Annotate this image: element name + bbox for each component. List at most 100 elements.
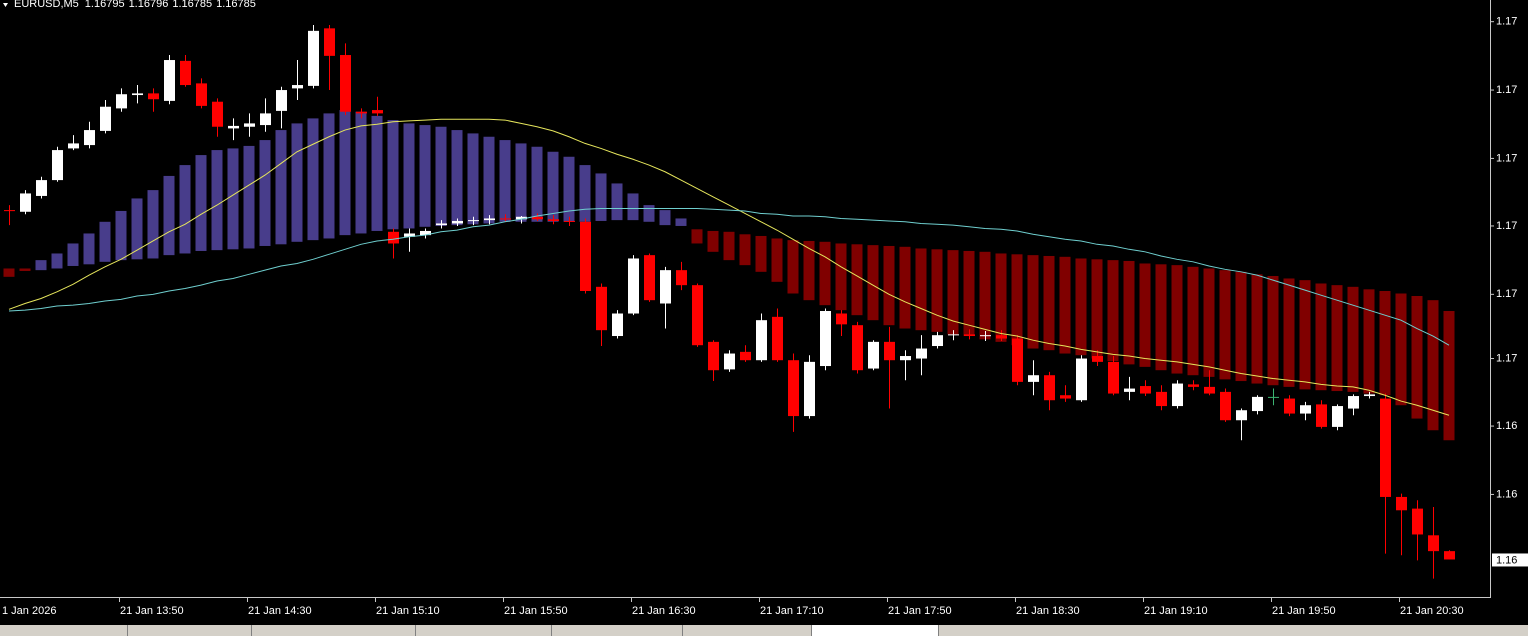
x-tick-label: 21 Jan 17:50	[888, 605, 952, 617]
moving-average-line	[8, 207, 1450, 346]
histogram-bar	[723, 231, 735, 261]
candle-body	[1140, 386, 1151, 394]
candle-body	[740, 351, 751, 361]
candle-body	[132, 93, 143, 96]
candle-body	[1028, 375, 1039, 382]
histogram-bar	[163, 175, 175, 256]
symbol: EURUSD,M5	[14, 0, 79, 10]
last-price-label: 1.16	[1496, 554, 1517, 566]
histogram-bar	[1443, 311, 1455, 441]
candle-body	[1092, 356, 1103, 362]
histogram-bar	[1171, 265, 1183, 374]
candle-body	[1108, 361, 1119, 394]
candle-body	[708, 341, 719, 371]
histogram-bar	[19, 268, 31, 271]
histogram-bar	[99, 221, 111, 262]
x-tick-label: 21 Jan 15:10	[376, 605, 440, 617]
histogram-bar	[1315, 283, 1327, 391]
histogram-bar	[67, 243, 79, 266]
histogram-bar	[355, 111, 367, 234]
last-price-box	[1492, 553, 1528, 567]
histogram-bar	[1235, 271, 1247, 382]
candle-body	[756, 320, 767, 361]
histogram-bar	[339, 110, 351, 236]
histogram-bar	[371, 115, 383, 231]
active-tab[interactable]	[812, 625, 938, 636]
histogram-bar	[1251, 274, 1263, 384]
candle-body	[276, 90, 287, 111]
histogram-bar	[131, 198, 143, 260]
chart-header: EURUSD,M5 1.16795 1.16796 1.16785 1.16785	[14, 0, 256, 10]
candle-body	[948, 334, 959, 336]
candle-body	[836, 313, 847, 325]
candle-body	[1396, 496, 1407, 511]
candle-body	[84, 130, 95, 146]
candle-body	[388, 231, 399, 244]
candle-body	[260, 113, 271, 126]
candle-body	[1380, 398, 1391, 497]
candle-body	[164, 60, 175, 101]
candle-body	[404, 233, 415, 237]
histogram-bar	[819, 241, 831, 306]
histogram-bar	[387, 120, 399, 230]
histogram-bar	[595, 173, 607, 221]
x-tick-label: 21 Jan 20:30	[1400, 605, 1464, 617]
candle-body	[868, 341, 879, 369]
y-tick-label: 1.17	[1496, 84, 1517, 96]
candle-body	[148, 93, 159, 100]
candle-body	[772, 316, 783, 361]
x-tick-label: 21 Jan 17:10	[760, 605, 824, 617]
candle-body	[100, 106, 111, 131]
candle-body	[1444, 551, 1455, 560]
x-tick-label: 21 Jan 16:30	[632, 605, 696, 617]
histogram-bar	[515, 143, 527, 222]
histogram-bar	[51, 253, 63, 269]
histogram-bar	[115, 210, 127, 261]
histogram-bar	[451, 130, 463, 226]
y-tick-label: 1.16	[1496, 420, 1517, 432]
histogram-bar	[1107, 260, 1119, 362]
candle-body	[228, 125, 239, 129]
histogram-bar	[323, 113, 335, 239]
histogram-bar	[275, 130, 287, 245]
histogram-bar	[691, 229, 703, 244]
candle-body	[1044, 375, 1055, 401]
candle-body	[420, 230, 431, 236]
histogram-bar	[227, 148, 239, 250]
candle-body	[1172, 383, 1183, 407]
histogram-bar	[1427, 300, 1439, 431]
candle-body	[516, 216, 527, 220]
header-marker	[3, 3, 8, 7]
candle-body	[180, 60, 191, 86]
candle-body	[1284, 398, 1295, 414]
histogram-bar	[179, 165, 191, 254]
histogram-bar	[1267, 275, 1279, 386]
histogram-bar	[467, 133, 479, 225]
candle-body	[548, 219, 559, 221]
histogram-bar	[83, 233, 95, 265]
histogram-bar	[867, 245, 879, 321]
histogram-bar	[979, 251, 991, 340]
histogram-bar	[899, 246, 911, 329]
candle-body	[1268, 396, 1279, 398]
histogram-bar	[1347, 286, 1359, 392]
candle-body	[820, 311, 831, 367]
candle-body	[724, 353, 735, 370]
histogram-bar	[851, 244, 863, 316]
histogram-bar	[947, 250, 959, 335]
candle-body	[628, 258, 639, 314]
candle-body	[788, 360, 799, 417]
candle-body	[244, 123, 255, 127]
y-tick-label: 1.17	[1496, 352, 1517, 364]
candle-body	[52, 150, 63, 181]
histogram-bar	[195, 155, 207, 251]
histogram-bar	[1187, 266, 1199, 376]
candle-body	[1236, 410, 1247, 421]
close-value: 1.16785	[216, 0, 256, 10]
histogram-bar	[1043, 255, 1055, 351]
histogram-bar	[499, 140, 511, 222]
x-tick-label: 21 Jan 18:30	[1016, 605, 1080, 617]
histogram-bar	[787, 240, 799, 294]
histogram-bar	[627, 193, 639, 221]
